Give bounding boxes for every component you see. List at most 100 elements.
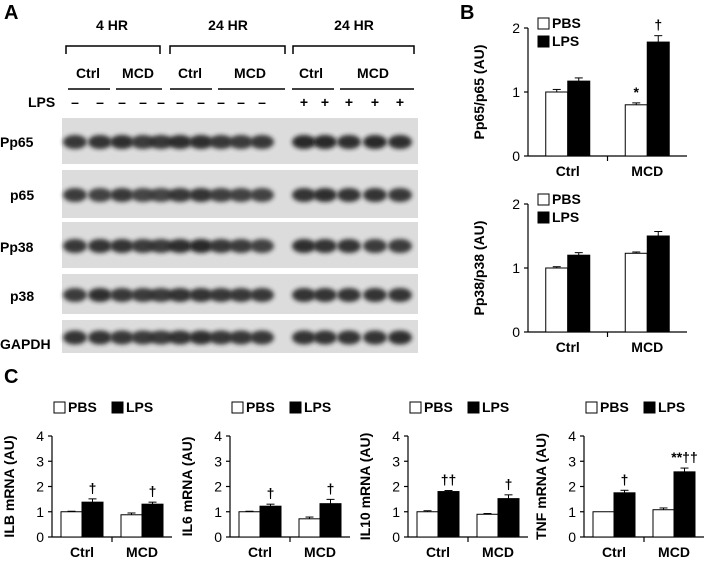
lps-marks: – – – – – – – – – – + + + + + (71, 94, 404, 110)
y-tick-label: 3 (392, 453, 400, 469)
lps-mark: – (237, 94, 245, 110)
significance-mark: †† (441, 472, 457, 488)
y-tick-label: 0 (36, 529, 44, 545)
subgroup-label-mcd: MCD (234, 65, 266, 81)
blot-band (337, 188, 361, 202)
legend-swatch-lps (289, 401, 302, 414)
y-tick-label: 1 (214, 504, 222, 520)
blot-band (88, 288, 112, 302)
blot-band (388, 135, 412, 149)
subgroup-label-ctrl: Ctrl (178, 65, 202, 81)
y-tick-label: 0 (512, 148, 520, 164)
lps-mark: – (139, 94, 147, 110)
blot-band (88, 330, 112, 345)
significance-mark: † (89, 480, 97, 496)
blot-band (168, 135, 192, 149)
bar-lps-ctrl (613, 492, 636, 538)
bar-lps-ctrl (567, 254, 591, 333)
y-tick-label: 1 (512, 260, 520, 276)
lps-mark: – (197, 94, 205, 110)
blot-band (388, 188, 412, 202)
lps-mark: + (371, 94, 379, 110)
subgroup-label-ctrl: Ctrl (299, 65, 323, 81)
significance-mark: **†† (671, 449, 697, 465)
blot-band (131, 239, 155, 253)
blot-band (229, 288, 253, 302)
blot-row-label-p38: p38 (10, 288, 34, 304)
blot-band (209, 135, 233, 149)
legend-label-lps: LPS (304, 399, 331, 415)
blot-band (363, 330, 387, 345)
lps-mark: – (258, 94, 266, 110)
lps-mark: + (300, 94, 308, 110)
group-brackets (65, 45, 415, 54)
y-tick-label: 2 (512, 196, 520, 212)
lps-row-label: LPS (28, 94, 55, 110)
lps-mark: – (217, 94, 225, 110)
y-tick-label: 3 (568, 453, 576, 469)
legend-swatch-pbs (53, 401, 66, 414)
chart-pp38-p38: 0 1 2 Pp38/p38 (AU) Ctrl MCD PBS LPS (471, 191, 687, 355)
chart-il6-mrna: 0 1 2 3 4 IL6 mRNA (AU) Ctrl † MCD † PBS LPS (180, 399, 350, 560)
western-blot-panel: 4 HR 24 HR 24 HR Ctrl MCD Ctrl MCD Ctrl … (0, 10, 440, 355)
x-tick-label: Ctrl (70, 544, 94, 560)
blot-band (110, 239, 134, 253)
time-group-label: 4 HR (96, 17, 128, 33)
chart-il1b-mrna: 0 1 2 3 4 ILB mRNA (AU) Ctrl † MCD † PBS LPS (2, 399, 172, 560)
chart-il10-mrna: 0 1 2 3 4 IL10 mRNA (AU) Ctrl †† MCD † PBS LPS (358, 399, 528, 560)
lps-mark: + (321, 94, 329, 110)
lps-mark: + (345, 94, 353, 110)
y-tick-label: 4 (392, 428, 400, 444)
blot-band (363, 288, 387, 302)
y-axis-label: IL6 mRNA (AU) (180, 437, 195, 537)
x-tick-label: MCD (631, 339, 663, 355)
blot-band (168, 239, 192, 253)
bar-lps-mcd (141, 503, 164, 538)
blot-band (209, 330, 233, 345)
bar-lps-ctrl (81, 501, 104, 538)
blot-band (250, 288, 274, 302)
legend-label-pbs: PBS (424, 399, 453, 415)
legend-swatch-lps (111, 401, 124, 414)
blot-band (292, 330, 316, 345)
legend-swatch-lps (467, 401, 480, 414)
blot-band (313, 188, 337, 202)
y-tick-label: 2 (36, 479, 44, 495)
chart-tnf-mrna: 0 1 2 3 4 TNF mRNA (AU) Ctrl † MCD **†† PBS LPS (534, 399, 704, 560)
blot-band (88, 188, 112, 202)
blot-band (292, 288, 316, 302)
lps-mark: – (71, 94, 79, 110)
bar-pbs-ctrl (545, 91, 569, 157)
blot-band (337, 239, 361, 253)
blot-band (292, 135, 316, 149)
blot-band (229, 239, 253, 253)
legend-swatch-lps (643, 401, 656, 414)
legend-label-pbs: PBS (246, 399, 275, 415)
x-tick-label: Ctrl (602, 544, 626, 560)
blot-band (313, 239, 337, 253)
blot-band (149, 330, 173, 345)
western-blot-svg: 4 HR 24 HR 24 HR Ctrl MCD Ctrl MCD Ctrl … (0, 17, 418, 353)
significance-mark: † (654, 17, 662, 33)
y-tick-label: 0 (568, 529, 576, 545)
blot-band (229, 188, 253, 202)
subgroup-label-mcd: MCD (357, 65, 389, 81)
blot-band (149, 239, 173, 253)
x-tick-label: MCD (631, 163, 663, 179)
bar-pbs-mcd (624, 104, 648, 157)
blot-band (250, 135, 274, 149)
blot-row-label-pp38: Pp38 (0, 239, 34, 255)
bar-pbs-mcd (652, 509, 675, 538)
x-tick-label: MCD (126, 544, 158, 560)
significance-mark: † (505, 476, 513, 492)
y-tick-label: 4 (36, 428, 44, 444)
blot-band (149, 288, 173, 302)
blot-strips (62, 118, 418, 353)
legend-swatch-pbs (231, 401, 244, 414)
bar-pbs-ctrl (545, 267, 569, 333)
blot-band (337, 288, 361, 302)
bar-lps-mcd (497, 498, 520, 538)
chart-pp65-p65: 0 1 2 Pp65/p65 (AU) Ctrl MCD * † PBS LPS (471, 15, 687, 179)
legend-swatch-pbs (537, 193, 550, 206)
significance-mark: † (267, 485, 275, 501)
